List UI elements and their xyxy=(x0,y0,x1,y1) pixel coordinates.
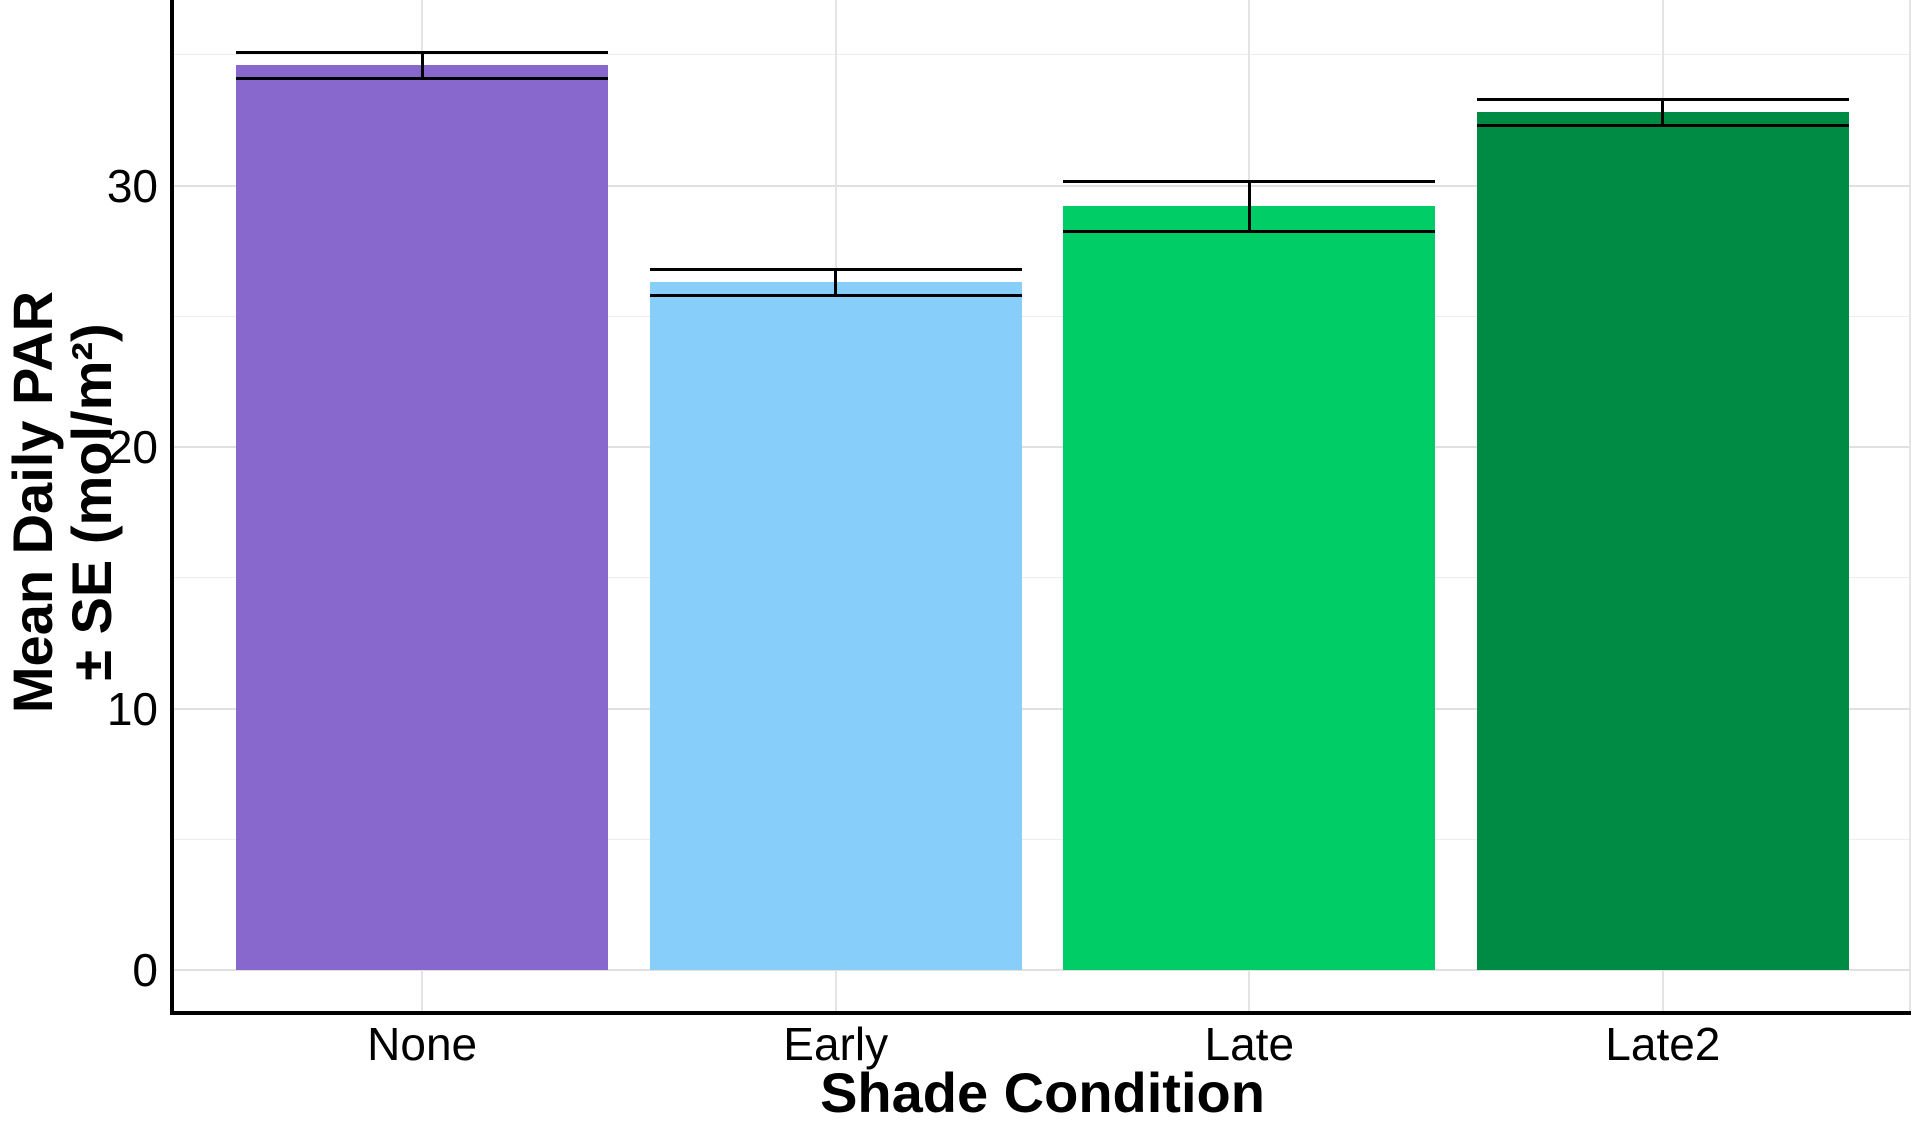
bar-none xyxy=(236,65,609,970)
y-tick-label-0: 0 xyxy=(132,944,158,996)
x-axis-title: Shade Condition xyxy=(820,1061,1265,1124)
gridline-major-y-20 xyxy=(174,446,1911,448)
gridline-minor-y-15 xyxy=(174,577,1911,579)
bar-late2 xyxy=(1476,112,1849,970)
error-bar-line-late xyxy=(1247,181,1251,232)
gridline-major-y-0 xyxy=(174,969,1911,971)
y-tick-label-10: 10 xyxy=(106,682,158,735)
x-tick-label-late: Late xyxy=(1204,1018,1295,1070)
gridline-minor-y-35 xyxy=(174,54,1911,56)
gridline-minor-y-5 xyxy=(174,838,1911,840)
y-axis-title-line2: ± SE (mol/m²) xyxy=(60,323,123,681)
bar-early xyxy=(649,282,1022,970)
y-axis-title: Mean Daily PAR ± SE (mol/m²) xyxy=(1,290,123,714)
y-axis-line xyxy=(170,0,174,1015)
y-tick-label-30: 30 xyxy=(106,159,158,212)
x-tick-label-late2: Late2 xyxy=(1605,1018,1721,1070)
y-tick-label-20: 20 xyxy=(106,421,158,473)
x-tick-label-early: Early xyxy=(783,1018,889,1070)
error-bar-bottom-cap-late2 xyxy=(1476,123,1849,127)
gridline-major-y-30 xyxy=(174,184,1911,187)
panel-right-edge-line xyxy=(1909,0,1911,1013)
x-tick-label-none: None xyxy=(367,1018,478,1070)
bar-late xyxy=(1063,206,1436,970)
error-bar-bottom-cap-none xyxy=(236,76,609,80)
error-bar-line-none xyxy=(420,52,424,79)
plot-panel xyxy=(174,0,1911,1013)
error-bar-line-early xyxy=(834,269,838,296)
error-bar-bottom-cap-early xyxy=(649,293,1022,297)
gridline-minor-y-25 xyxy=(174,315,1911,317)
gridline-major-y-10 xyxy=(174,707,1911,710)
y-axis-title-line1: Mean Daily PAR xyxy=(1,290,64,714)
error-bar-line-late2 xyxy=(1661,99,1665,126)
x-axis-line xyxy=(170,1011,1911,1015)
error-bar-bottom-cap-late xyxy=(1063,229,1436,233)
